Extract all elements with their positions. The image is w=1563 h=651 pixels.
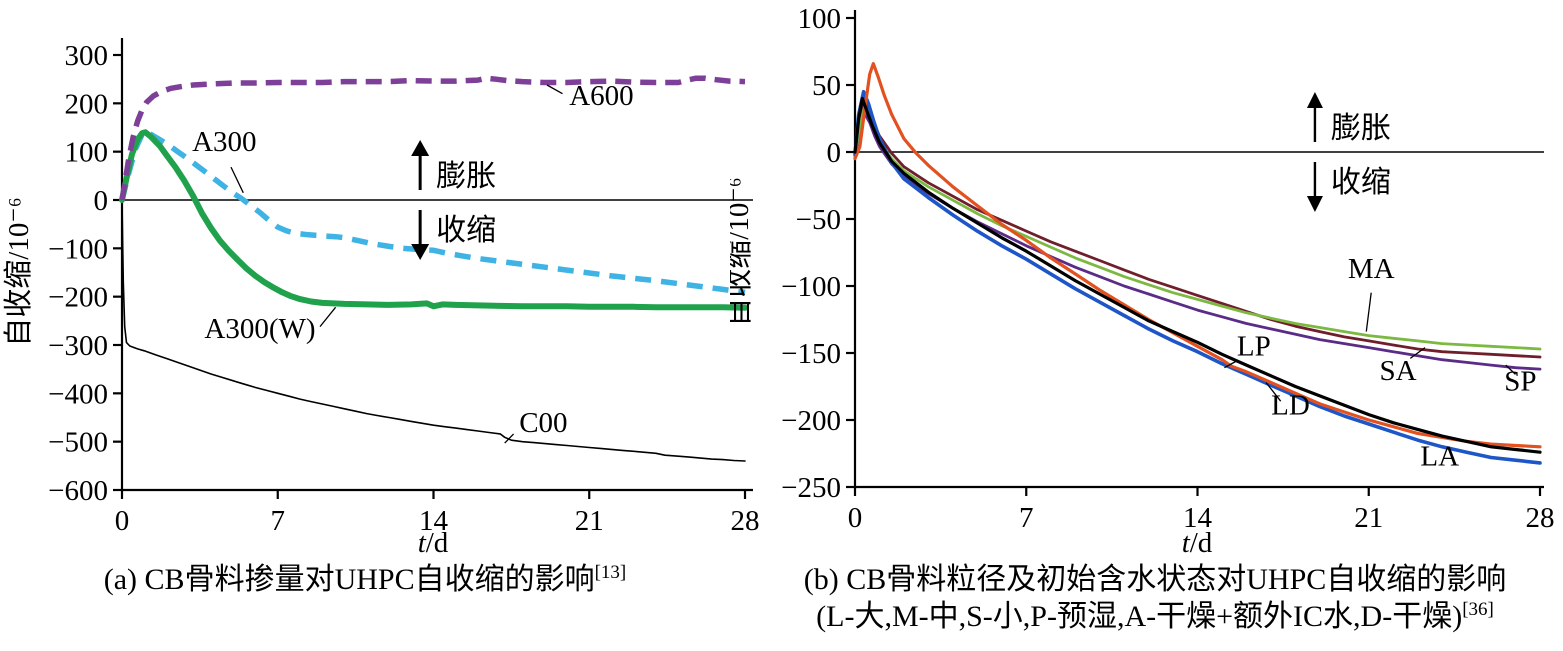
series-line-SA (853, 97, 1542, 359)
chart-panel-b: 100 50 0 −50 −100 −150 −200 −250 0 7 14 21 28 MA SA SP L… (730, 0, 1563, 633)
shrink-label: 收缩 (1331, 166, 1391, 199)
shrink-label: 收缩 (436, 214, 496, 247)
expand-label: 膨胀 (436, 160, 496, 193)
x-tick-label: 7 (1019, 502, 1034, 534)
leader-line-C00 (504, 433, 515, 444)
y-tick-label: −500 (48, 427, 108, 459)
y-tick-label: 0 (94, 185, 109, 217)
y-tick-label: −300 (48, 330, 108, 362)
chart-panel-a: 300 200 100 0 −100 −200 −300 −400 −500 −600 0 7 14 21… (0, 0, 760, 596)
y-tick-label: −600 (48, 475, 108, 507)
series-line-LA (853, 89, 1542, 465)
series-line-A300(W) (119, 129, 748, 311)
series-label-MA: MA (1348, 253, 1395, 285)
series-label-A300: A300 (192, 126, 256, 158)
series-line-LD (853, 96, 1542, 454)
x-tick-label: 7 (271, 505, 286, 537)
caption-a: (a) CB骨料掺量对UHPC自收缩的影响[13] (0, 561, 730, 598)
caption-a-text: (a) CB骨料掺量对UHPC自收缩的影响 (103, 563, 595, 596)
series-label-SP: SP (1504, 366, 1536, 398)
y-tick-label: −200 (781, 405, 841, 437)
y-tick-label: −250 (781, 472, 841, 504)
leader-line-A300(W) (319, 306, 337, 328)
series-label-SA: SA (1380, 355, 1417, 387)
y-tick-label: 50 (812, 70, 841, 102)
caption-b-line2: (L-大,M-中,S-小,P-预湿,A-干燥+额外IC水,D-干燥)[36] (745, 598, 1563, 635)
leader-line-LD (1265, 382, 1282, 402)
expand-arrow-icon (411, 140, 430, 156)
y-tick-label: −400 (48, 378, 108, 410)
y-tick-label: 200 (65, 88, 109, 120)
x-tick-label: 28 (1526, 502, 1555, 534)
y-tick-label: −50 (796, 204, 841, 236)
y-axis-title: 自收缩/10⁻⁶ (730, 177, 755, 326)
caption-b: (b) CB骨料粒径及初始含水状态对UHPC自收缩的影响 (L-大,M-中,S-… (745, 561, 1563, 635)
leader-line-A300 (230, 166, 244, 194)
x-axis-title: t/d (1182, 527, 1213, 559)
y-tick-label: −100 (48, 233, 108, 265)
leader-line-MA (1365, 292, 1372, 332)
caption-b-line1: (b) CB骨料粒径及初始含水状态对UHPC自收缩的影响 (745, 561, 1563, 598)
y-tick-label: −100 (781, 271, 841, 303)
x-tick-label: 21 (575, 505, 604, 537)
shrink-arrow-icon (1306, 196, 1323, 212)
series-label-LP: LP (1237, 331, 1271, 363)
shrink-arrow-icon (411, 244, 430, 260)
expand-label: 膨胀 (1331, 112, 1391, 145)
series-line-C00 (121, 199, 746, 462)
x-tick-label: 0 (848, 502, 863, 534)
leader-line-SA (1409, 347, 1426, 359)
expand-arrow-icon (1306, 92, 1323, 108)
x-tick-label: 14 (1183, 502, 1213, 534)
y-tick-label: 0 (827, 137, 842, 169)
x-tick-label: 28 (731, 505, 760, 537)
x-tick-label: 14 (419, 505, 449, 537)
y-tick-label: 100 (65, 137, 109, 169)
series-line-MA (853, 105, 1542, 351)
y-tick-label: −200 (48, 282, 108, 314)
x-axis-title: t/d (418, 527, 449, 559)
y-tick-label: 100 (798, 3, 842, 35)
series-line-LP (853, 61, 1542, 449)
y-axis-title: 自收缩/10⁻⁶ (2, 197, 35, 346)
leader-line-A600 (546, 84, 563, 95)
caption-b-line2-text: (L-大,M-中,S-小,P-预湿,A-干燥+额外IC水,D-干燥) (816, 600, 1463, 633)
caption-b-line1-text: (b) CB骨料粒径及初始含水状态对UHPC自收缩的影响 (803, 563, 1507, 596)
leader-line-SP (1505, 364, 1516, 375)
series-label-A600: A600 (569, 80, 633, 112)
caption-a-ref: [13] (594, 562, 627, 583)
series-label-C00: C00 (519, 407, 567, 439)
series-label-A300(W): A300(W) (204, 313, 315, 345)
series-line-SP (853, 110, 1542, 371)
y-tick-label: −150 (781, 338, 841, 370)
series-label-LA: LA (1420, 441, 1459, 473)
x-tick-label: 0 (115, 505, 130, 537)
series-line-A600 (119, 75, 746, 201)
leader-line-LP (1224, 360, 1237, 369)
series-label-LD: LD (1271, 390, 1310, 422)
y-tick-label: 300 (65, 40, 109, 72)
series-line-A300 (119, 129, 746, 296)
caption-b-ref: [36] (1462, 599, 1494, 620)
x-tick-label: 21 (1354, 502, 1383, 534)
